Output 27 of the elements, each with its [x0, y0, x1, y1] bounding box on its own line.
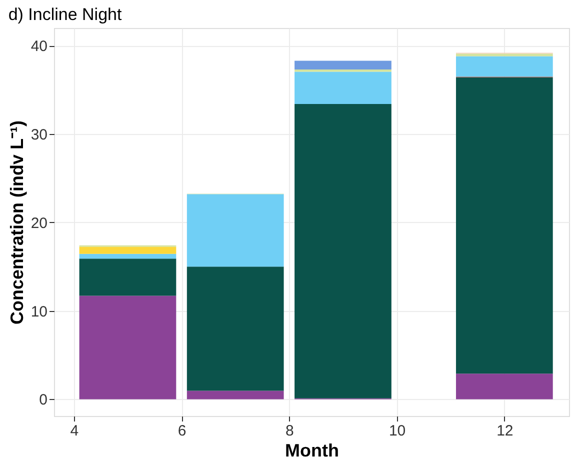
x-tick-label: 12: [496, 422, 514, 440]
x-tick-label: 6: [178, 422, 186, 440]
bar: [79, 296, 176, 400]
bar: [294, 72, 392, 104]
bar: [79, 258, 176, 296]
chart-title: d) Incline Night: [8, 5, 122, 24]
bar: [186, 194, 284, 267]
bar: [294, 60, 392, 70]
x-tick-label: 8: [285, 422, 294, 440]
y-tick-label: 20: [30, 214, 48, 232]
bar: [456, 374, 553, 400]
bar: [79, 246, 176, 254]
y-tick-label: 10: [30, 303, 48, 320]
bar: [456, 54, 553, 56]
bar: [186, 390, 284, 400]
bar: [294, 104, 392, 398]
bar: [456, 77, 553, 374]
x-tick-label: 10: [388, 422, 406, 440]
x-axis-title: Month: [285, 440, 339, 460]
y-tick-label: 40: [30, 38, 48, 56]
bar: [79, 254, 176, 259]
x-tick-label: 4: [70, 422, 79, 440]
bar: [186, 266, 284, 391]
y-axis-title: Concentration (indv L⁻¹): [6, 120, 27, 324]
y-tick-label: 0: [39, 392, 48, 409]
bar: [456, 56, 553, 77]
y-tick-label: 30: [30, 126, 48, 144]
